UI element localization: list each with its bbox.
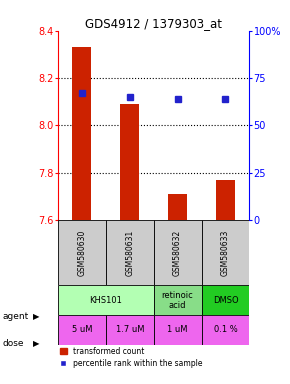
- Text: agent: agent: [3, 312, 29, 321]
- Bar: [202, 220, 249, 285]
- Text: DMSO: DMSO: [213, 296, 238, 305]
- Bar: [202, 315, 249, 344]
- Text: dose: dose: [3, 339, 24, 348]
- Text: retinoic
acid: retinoic acid: [162, 291, 193, 310]
- Title: GDS4912 / 1379303_at: GDS4912 / 1379303_at: [85, 17, 222, 30]
- Bar: [58, 315, 106, 344]
- Bar: [120, 104, 139, 220]
- Bar: [202, 285, 249, 315]
- Text: GSM580631: GSM580631: [125, 230, 134, 276]
- Bar: [106, 315, 154, 344]
- Bar: [168, 194, 187, 220]
- Bar: [154, 220, 202, 285]
- Text: KHS101: KHS101: [89, 296, 122, 305]
- Text: 0.1 %: 0.1 %: [214, 325, 237, 334]
- Text: GSM580632: GSM580632: [173, 230, 182, 276]
- Legend: transformed count, percentile rank within the sample: transformed count, percentile rank withi…: [60, 347, 202, 368]
- Text: GSM580630: GSM580630: [77, 230, 86, 276]
- Bar: [154, 315, 202, 344]
- Bar: [106, 220, 154, 285]
- Text: ▶: ▶: [33, 339, 40, 348]
- Bar: [58, 285, 154, 315]
- Bar: [154, 285, 202, 315]
- Text: 1 uM: 1 uM: [167, 325, 188, 334]
- Bar: [216, 180, 235, 220]
- Text: ▶: ▶: [33, 312, 40, 321]
- Text: 5 uM: 5 uM: [72, 325, 92, 334]
- Text: GSM580633: GSM580633: [221, 230, 230, 276]
- Bar: [58, 220, 106, 285]
- Text: 1.7 uM: 1.7 uM: [115, 325, 144, 334]
- Bar: [72, 47, 92, 220]
